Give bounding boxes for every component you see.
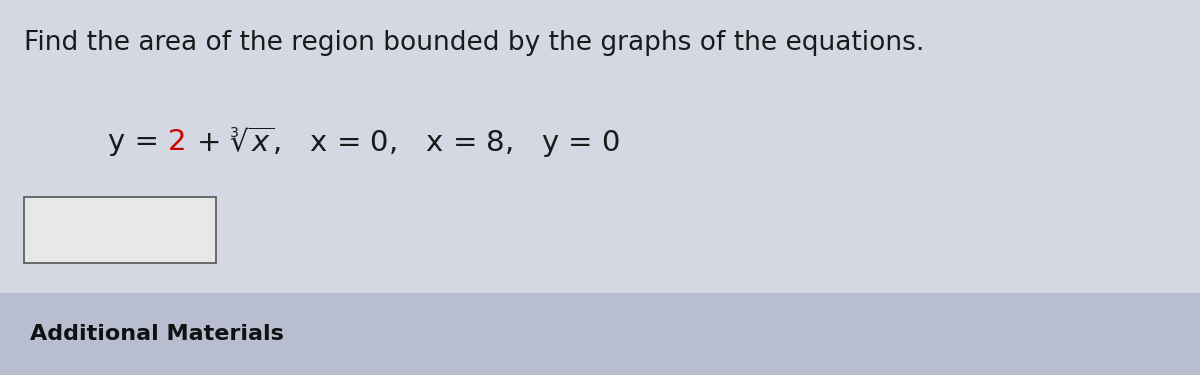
Bar	[0, 292, 1200, 375]
Text: 2: 2	[168, 129, 187, 156]
Text: + $\sqrt[3]{x}$,   x = 0,   x = 8,   y = 0: + $\sqrt[3]{x}$, x = 0, x = 8, y = 0	[187, 124, 619, 160]
Text: Find the area of the region bounded by the graphs of the equations.: Find the area of the region bounded by t…	[24, 30, 924, 56]
Text: y =: y =	[108, 129, 168, 156]
Text: Additional Materials: Additional Materials	[30, 324, 284, 344]
Bar	[24, 197, 216, 262]
